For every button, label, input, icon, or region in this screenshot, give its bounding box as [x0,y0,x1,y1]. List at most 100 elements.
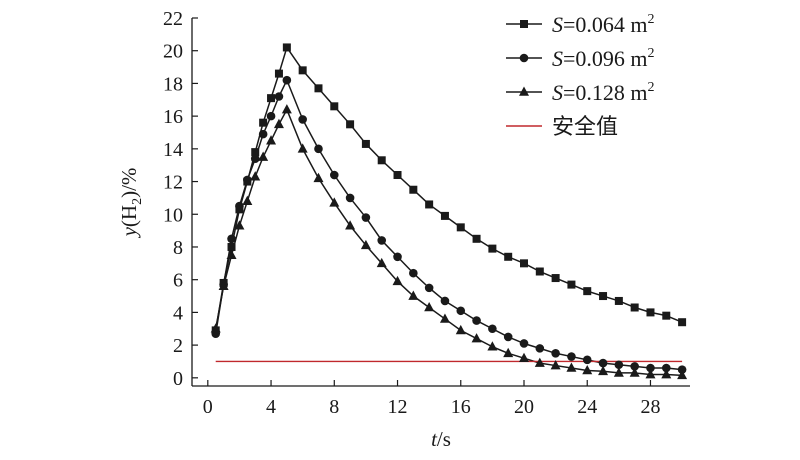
data-point-1 [614,296,623,305]
text-run: /s [437,427,451,451]
data-point-2 [298,115,307,124]
data-point-1 [678,318,687,327]
data-point-2 [519,339,529,348]
y-tick-label: 10 [163,204,183,226]
data-point-1 [440,211,449,220]
data-point-1 [282,43,291,52]
data-point-1 [583,287,592,296]
legend-item: S=0.128 m2 [506,80,655,105]
data-point-3 [424,301,435,312]
data-point-3 [360,239,371,250]
data-point-1 [567,280,576,289]
data-point-2 [503,332,513,342]
data-point-3 [598,365,609,376]
data-point-3 [242,195,253,205]
data-point-2 [551,348,560,358]
data-point-2 [630,362,639,371]
data-point-3 [250,171,261,181]
data-point-2 [250,154,260,163]
text-run: 安全值 [552,114,618,139]
y-tick-label: 8 [173,237,183,259]
data-point-3 [613,367,624,377]
data-point-3 [471,333,482,343]
data-point-1 [314,84,323,93]
x-tick-label: 24 [577,396,597,418]
data-point-1 [227,242,236,251]
data-point-1 [298,66,307,75]
data-point-2 [274,92,284,101]
data-point-2 [329,170,339,180]
legend-label: S=0.096 m2 [552,46,655,71]
data-point-3 [297,143,308,153]
text-run: =0.128 m [563,80,648,105]
data-point-2 [440,296,450,306]
x-tick-label: 28 [640,396,660,418]
legend-item: S=0.064 m2 [506,12,655,37]
data-point-2 [456,306,466,316]
data-point-3 [677,369,688,380]
data-point-2 [377,236,387,245]
data-point-1 [330,102,339,111]
data-point-3 [645,369,656,379]
data-point-3 [345,220,356,230]
data-point-1 [259,118,268,127]
data-point-1 [393,171,402,180]
data-point-2 [235,201,244,211]
y-tick-label: 4 [173,302,183,324]
legend-swatch-marker [519,53,529,63]
data-point-1 [346,120,355,129]
data-point-1 [504,252,513,261]
data-point-3 [582,364,593,375]
data-point-2 [266,111,276,121]
legend-item: S=0.096 m2 [506,46,655,71]
data-point-3 [281,104,292,114]
data-point-2 [424,283,434,293]
data-point-2 [258,129,268,139]
data-point-2 [677,365,687,374]
data-point-2 [535,344,545,353]
data-point-3 [661,369,672,379]
data-point-2 [646,363,655,373]
data-point-1 [472,234,481,243]
data-point-1 [662,311,671,320]
data-point-3 [455,324,466,335]
data-point-3 [550,360,561,370]
data-point-2 [614,360,624,370]
data-point-3 [266,135,277,145]
data-point-1 [251,148,260,157]
x-axis-title: t/s [431,427,451,451]
data-point-1 [646,308,655,317]
y-tick-label: 12 [163,172,183,194]
data-point-2 [314,144,323,154]
text-run: (H [117,205,141,227]
series-line-3 [214,108,683,377]
data-point-3 [258,151,269,161]
legend-label: S=0.064 m2 [552,12,655,37]
y-tick-label: 16 [163,106,183,128]
legend-swatch-marker [520,20,528,28]
data-point-2 [345,193,355,203]
x-tick-label: 12 [388,396,408,418]
data-point-2 [472,316,481,325]
data-point-3 [566,362,577,372]
data-point-2 [567,352,576,361]
data-point-1 [535,267,544,276]
text-run: S [552,80,563,105]
data-point-3 [210,323,221,333]
markers-layer [210,43,688,380]
data-point-2 [582,355,592,365]
data-point-3 [376,257,387,268]
data-point-1 [377,156,386,165]
data-point-3 [408,290,419,300]
data-point-1 [456,223,465,232]
data-point-2 [227,234,236,244]
data-point-3 [534,357,545,367]
legend-swatch-marker [519,86,529,96]
text-run: 2 [648,12,655,27]
y-tick-label: 0 [173,368,183,390]
data-point-1 [267,94,276,103]
text-run: S [552,12,563,37]
data-point-3 [439,313,450,323]
